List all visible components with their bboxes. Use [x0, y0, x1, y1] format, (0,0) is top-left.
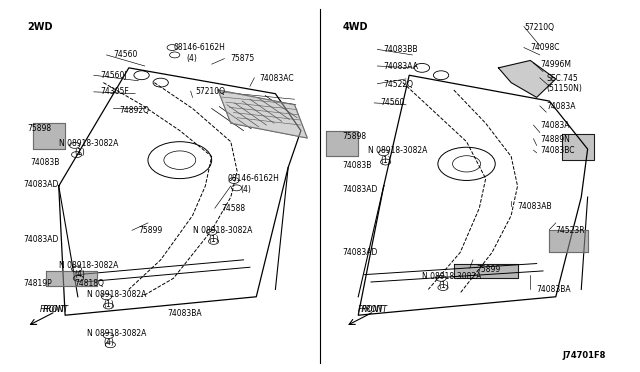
Text: 74083BC: 74083BC: [540, 147, 574, 155]
Text: 75898: 75898: [27, 124, 51, 133]
Text: 4WD: 4WD: [342, 22, 368, 32]
Text: 74083BA: 74083BA: [537, 285, 572, 294]
Text: 75898: 75898: [342, 132, 367, 141]
Text: (4): (4): [186, 54, 197, 63]
Text: (1): (1): [381, 155, 391, 165]
Text: 75899: 75899: [476, 264, 500, 273]
Text: 08146-6162H: 08146-6162H: [173, 43, 225, 52]
Text: 74083AC: 74083AC: [259, 74, 294, 83]
Text: N 08918-3082A: N 08918-3082A: [368, 147, 427, 155]
Text: (1): (1): [103, 300, 114, 309]
Text: 74083AD: 74083AD: [342, 248, 378, 257]
Polygon shape: [33, 123, 65, 149]
Text: N 08918-3082A: N 08918-3082A: [59, 261, 118, 270]
Text: N 08918-3082A: N 08918-3082A: [193, 226, 252, 235]
Text: 74560: 74560: [113, 51, 137, 60]
Text: FRONT: FRONT: [362, 305, 387, 314]
Text: 74819P: 74819P: [24, 279, 52, 288]
Text: (4): (4): [241, 185, 252, 194]
Text: 74996M: 74996M: [540, 60, 571, 69]
Text: FRONT: FRONT: [40, 305, 66, 314]
Text: 74083A: 74083A: [546, 102, 576, 111]
Text: 74892Q: 74892Q: [119, 106, 149, 115]
Text: 74818Q: 74818Q: [75, 279, 104, 288]
Polygon shape: [562, 134, 594, 160]
Text: (1): (1): [75, 148, 85, 157]
Polygon shape: [46, 271, 97, 286]
Polygon shape: [499, 61, 556, 97]
Text: 74889N: 74889N: [540, 135, 570, 144]
Text: 2WD: 2WD: [27, 22, 52, 32]
Text: (4): (4): [75, 270, 86, 279]
Text: (1): (1): [209, 235, 220, 244]
Text: N 08918-3082A: N 08918-3082A: [88, 291, 147, 299]
Text: (4): (4): [103, 339, 114, 347]
Text: N 08918-3082A: N 08918-3082A: [59, 139, 118, 148]
Text: FRONT: FRONT: [358, 305, 384, 314]
Text: 74098C: 74098C: [531, 43, 560, 52]
Polygon shape: [454, 263, 518, 278]
Text: 74083AD: 74083AD: [24, 180, 59, 189]
Text: 74083BB: 74083BB: [384, 45, 418, 54]
Text: N 08918-3082A: N 08918-3082A: [88, 329, 147, 338]
Text: J74701F8: J74701F8: [562, 350, 605, 359]
Text: 74560: 74560: [381, 99, 405, 108]
Text: 74083AB: 74083AB: [518, 202, 552, 211]
Text: 74083AA: 74083AA: [384, 61, 419, 71]
Text: 74305F: 74305F: [100, 87, 129, 96]
Polygon shape: [549, 230, 588, 253]
Text: SEC.745: SEC.745: [546, 74, 578, 83]
Text: 74083AD: 74083AD: [24, 235, 59, 244]
Text: 74083AD: 74083AD: [342, 185, 378, 194]
Text: (51150N): (51150N): [546, 84, 582, 93]
Text: 75899: 75899: [138, 226, 163, 235]
Polygon shape: [326, 131, 358, 157]
Text: N 08918-3082A: N 08918-3082A: [422, 272, 481, 281]
Text: 57210Q: 57210Q: [196, 87, 226, 96]
Text: 74083B: 74083B: [342, 161, 372, 170]
Text: 74083A: 74083A: [540, 121, 570, 129]
Text: (1): (1): [438, 281, 449, 290]
Text: 74522Q: 74522Q: [384, 80, 413, 89]
Text: 57210Q: 57210Q: [524, 23, 554, 32]
Text: 74588: 74588: [221, 203, 245, 213]
Text: 74523R: 74523R: [556, 226, 586, 235]
Text: 74083B: 74083B: [30, 157, 60, 167]
Text: 75875: 75875: [231, 54, 255, 63]
Text: 74083BA: 74083BA: [167, 309, 202, 318]
Polygon shape: [218, 90, 307, 138]
Text: 74560J: 74560J: [100, 71, 127, 80]
Text: 08146-6162H: 08146-6162H: [228, 174, 280, 183]
Text: FRONT: FRONT: [43, 305, 69, 314]
